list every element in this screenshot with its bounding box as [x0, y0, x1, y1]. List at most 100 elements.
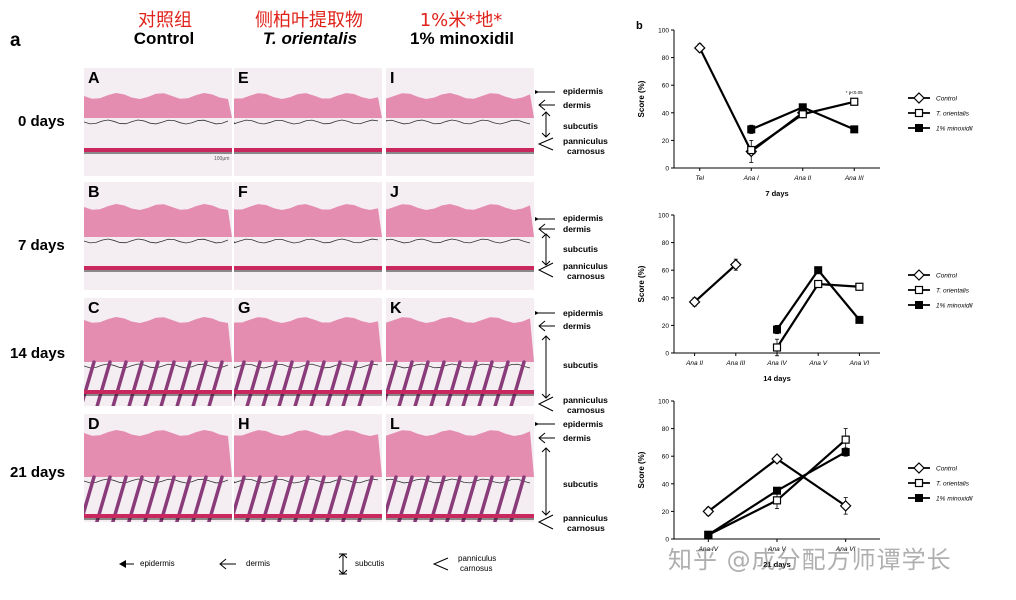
- y-tick-label: 60: [662, 454, 670, 461]
- column-cn-control: 对照组: [138, 10, 192, 31]
- micrograph-panel-h: H: [234, 414, 382, 522]
- column-title-control: Control: [133, 29, 195, 48]
- ann-dermis-2: dermis: [563, 321, 591, 331]
- column-cn-minoxidil: 1%米*地*: [419, 10, 503, 31]
- point-series-1: [814, 279, 823, 289]
- row-label-14-days: 14 days: [10, 345, 66, 362]
- ann-epidermis-3: epidermis: [563, 419, 604, 429]
- y-tick-label: 100: [658, 213, 669, 220]
- legend-marker: [915, 124, 923, 132]
- point-series-1: [747, 145, 756, 155]
- micrograph-panel-c: C: [84, 298, 232, 406]
- y-tick-label: 80: [662, 55, 670, 62]
- ann-subcutis-1: subcutis: [563, 244, 598, 254]
- ann-panniculus-1: panniculus: [563, 261, 608, 271]
- ann-panniculus-2: panniculus: [563, 395, 608, 405]
- point-series-1: [850, 97, 859, 106]
- x-tick-label: Ana VI: [835, 546, 856, 553]
- point-series-2: [850, 125, 859, 134]
- micrograph-panel-j: J: [386, 182, 534, 290]
- point-series-0: [771, 453, 783, 465]
- legend-carnosus: carnosus: [460, 564, 493, 573]
- panel-letter-b: B: [88, 184, 100, 201]
- column-title-t-orientalis: T. orientalis: [262, 29, 358, 48]
- legend-marker: [913, 92, 925, 104]
- y-tick-label: 0: [665, 537, 669, 544]
- y-tick-label: 60: [662, 83, 670, 90]
- ann-dermis-3: dermis: [563, 433, 591, 443]
- figure-b-label: b: [636, 20, 643, 32]
- x-tick-label: Ana V: [767, 546, 786, 553]
- y-tick-label: 100: [658, 399, 669, 406]
- micrograph-panel-k: K: [386, 298, 534, 406]
- y-tick-label: 40: [662, 110, 670, 117]
- significance-annotation: * p<0.05: [846, 90, 863, 95]
- row-label-7-days: 7 days: [18, 237, 65, 254]
- series-line-1: [776, 282, 860, 349]
- x-tick-label: Ana V: [808, 360, 827, 367]
- point-series-2: [773, 325, 781, 334]
- watermark: 知乎 @成分配方师谭学长: [668, 546, 952, 574]
- legend-dermis: dermis: [246, 559, 271, 568]
- x-axis-label: 7 days: [765, 189, 788, 198]
- point-series-0: [688, 296, 701, 308]
- legend-label: Control: [936, 273, 958, 280]
- legend-panniculus: panniculus: [458, 554, 497, 563]
- ann-carnosus-0: carnosus: [567, 146, 605, 156]
- point-series-1: [855, 282, 864, 291]
- ann-subcutis-2: subcutis: [563, 360, 598, 370]
- x-tick-label: Ana II: [685, 360, 703, 367]
- legend-label: Control: [936, 96, 958, 103]
- arrow-panniculus-0: [537, 137, 554, 151]
- x-axis-label: 21 days: [763, 560, 791, 569]
- scale-bar-text: 100μm: [214, 156, 230, 162]
- ann-dermis-1: dermis: [563, 224, 591, 234]
- panel-letter-d: D: [88, 416, 100, 433]
- figure-a-label: a: [10, 30, 21, 51]
- point-series-2: [798, 103, 807, 112]
- panel-letter-e: E: [238, 70, 249, 87]
- x-tick-label: Ana IV: [766, 360, 787, 367]
- legend-marker: [914, 478, 924, 488]
- legend-label: T. orientalis: [936, 288, 970, 295]
- x-tick-label: Tel: [696, 175, 705, 182]
- legend-label: 1% minoxidil: [936, 126, 973, 133]
- point-series-1: [841, 435, 850, 444]
- ann-carnosus-3: carnosus: [567, 523, 605, 533]
- column-title-minoxidil: 1% minoxidil: [410, 29, 514, 48]
- panel-letter-i: I: [390, 70, 395, 87]
- y-tick-label: 80: [662, 240, 670, 247]
- y-tick-label: 20: [662, 323, 670, 330]
- micrograph-panel-i: I: [386, 68, 534, 176]
- panel-letter-l: L: [390, 416, 400, 433]
- ann-epidermis-2: epidermis: [563, 308, 604, 318]
- ann-subcutis-3: subcutis: [563, 479, 598, 489]
- ann-panniculus-3: panniculus: [563, 513, 608, 523]
- x-tick-label: Ana VI: [849, 360, 870, 367]
- micrograph-panel-a: A 100μm: [84, 68, 232, 176]
- point-series-0: [729, 258, 742, 271]
- micrograph-panel-l: L: [386, 414, 534, 522]
- y-tick-label: 100: [658, 28, 669, 35]
- point-series-2: [747, 125, 756, 134]
- y-axis-label: Score (%): [637, 80, 646, 117]
- panel-letter-j: J: [390, 184, 399, 201]
- point-series-2: [841, 448, 850, 457]
- panel-letter-f: F: [238, 184, 248, 201]
- y-tick-label: 60: [662, 268, 670, 275]
- point-series-1: [772, 343, 782, 352]
- x-tick-label: Ana IV: [698, 546, 719, 553]
- legend-label: T. orientalis: [936, 481, 970, 488]
- legend-subcutis: subcutis: [355, 559, 385, 568]
- legend-epidermis: epidermis: [140, 559, 175, 568]
- micrograph-panel-e: E: [234, 68, 382, 176]
- y-tick-label: 20: [662, 138, 670, 145]
- legend-marker: [915, 494, 923, 502]
- ann-dermis-0: dermis: [563, 100, 591, 110]
- chart-7-days: 0 20 40 60 80 100 Tel Ana I Ana II Ana III 7 days S…: [637, 28, 973, 199]
- legend-marker: [914, 108, 924, 118]
- legend-label: T. orientalis: [936, 111, 970, 118]
- point-series-2: [773, 486, 781, 495]
- x-tick-label: Ana III: [725, 360, 745, 367]
- ann-epidermis-0: epidermis: [563, 86, 604, 96]
